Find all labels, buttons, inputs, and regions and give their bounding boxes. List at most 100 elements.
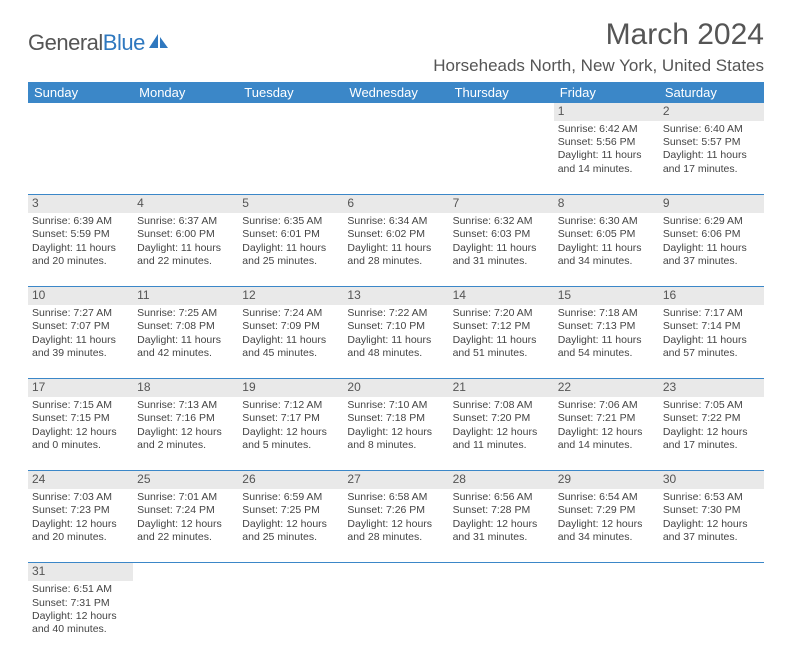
day-number: 7 (449, 195, 554, 213)
day-number: 14 (449, 287, 554, 305)
dl1-text: Daylight: 11 hours (32, 242, 129, 255)
dl1-text: Daylight: 12 hours (558, 518, 655, 531)
day-number: 30 (659, 471, 764, 489)
day-number (343, 103, 448, 121)
day-cell: Sunrise: 6:39 AMSunset: 5:59 PMDaylight:… (28, 213, 133, 287)
day-number (449, 563, 554, 581)
sunrise-text: Sunrise: 6:34 AM (347, 215, 444, 228)
day-header: Friday (554, 82, 659, 103)
day-number: 5 (238, 195, 343, 213)
day-header: Saturday (659, 82, 764, 103)
sunrise-text: Sunrise: 6:58 AM (347, 491, 444, 504)
logo-text-blue: Blue (103, 30, 145, 56)
dl2-text: and 57 minutes. (663, 347, 760, 360)
day-number: 21 (449, 379, 554, 397)
day-cell: Sunrise: 7:15 AMSunset: 7:15 PMDaylight:… (28, 397, 133, 471)
dl1-text: Daylight: 12 hours (347, 518, 444, 531)
sunset-text: Sunset: 7:08 PM (137, 320, 234, 333)
sunset-text: Sunset: 7:09 PM (242, 320, 339, 333)
sunset-text: Sunset: 7:14 PM (663, 320, 760, 333)
day-number-row: 3456789 (28, 195, 764, 213)
dl2-text: and 42 minutes. (137, 347, 234, 360)
day-cell: Sunrise: 6:34 AMSunset: 6:02 PMDaylight:… (343, 213, 448, 287)
dl1-text: Daylight: 11 hours (558, 334, 655, 347)
day-cell: Sunrise: 6:53 AMSunset: 7:30 PMDaylight:… (659, 489, 764, 563)
day-cell (238, 581, 343, 655)
sunset-text: Sunset: 7:07 PM (32, 320, 129, 333)
day-cell: Sunrise: 6:35 AMSunset: 6:01 PMDaylight:… (238, 213, 343, 287)
day-number: 24 (28, 471, 133, 489)
sunrise-text: Sunrise: 7:20 AM (453, 307, 550, 320)
dl2-text: and 39 minutes. (32, 347, 129, 360)
dl1-text: Daylight: 11 hours (242, 334, 339, 347)
sunset-text: Sunset: 7:13 PM (558, 320, 655, 333)
sunset-text: Sunset: 6:05 PM (558, 228, 655, 241)
day-number (659, 563, 764, 581)
dl2-text: and 37 minutes. (663, 255, 760, 268)
location-subtitle: Horseheads North, New York, United State… (433, 56, 764, 76)
day-cell: Sunrise: 7:12 AMSunset: 7:17 PMDaylight:… (238, 397, 343, 471)
day-number: 27 (343, 471, 448, 489)
sunset-text: Sunset: 7:21 PM (558, 412, 655, 425)
dl2-text: and 20 minutes. (32, 531, 129, 544)
dl1-text: Daylight: 11 hours (242, 242, 339, 255)
sail-icon (148, 32, 170, 55)
dl2-text: and 37 minutes. (663, 531, 760, 544)
sunrise-text: Sunrise: 7:10 AM (347, 399, 444, 412)
day-number: 4 (133, 195, 238, 213)
dl2-text: and 2 minutes. (137, 439, 234, 452)
dl1-text: Daylight: 12 hours (242, 426, 339, 439)
week-row: Sunrise: 6:42 AMSunset: 5:56 PMDaylight:… (28, 121, 764, 195)
header-row: GeneralBlue March 2024 Horseheads North,… (28, 18, 764, 76)
day-cell: Sunrise: 6:40 AMSunset: 5:57 PMDaylight:… (659, 121, 764, 195)
dl2-text: and 28 minutes. (347, 255, 444, 268)
dl2-text: and 5 minutes. (242, 439, 339, 452)
day-number: 20 (343, 379, 448, 397)
dl1-text: Daylight: 12 hours (347, 426, 444, 439)
day-number: 8 (554, 195, 659, 213)
day-cell: Sunrise: 7:13 AMSunset: 7:16 PMDaylight:… (133, 397, 238, 471)
day-cell: Sunrise: 7:18 AMSunset: 7:13 PMDaylight:… (554, 305, 659, 379)
sunrise-text: Sunrise: 6:32 AM (453, 215, 550, 228)
sunset-text: Sunset: 7:18 PM (347, 412, 444, 425)
logo-text-general: General (28, 30, 103, 56)
title-block: March 2024 Horseheads North, New York, U… (433, 18, 764, 76)
day-header: Wednesday (343, 82, 448, 103)
dl2-text: and 25 minutes. (242, 531, 339, 544)
day-cell: Sunrise: 6:58 AMSunset: 7:26 PMDaylight:… (343, 489, 448, 563)
sunrise-text: Sunrise: 7:17 AM (663, 307, 760, 320)
week-row: Sunrise: 6:39 AMSunset: 5:59 PMDaylight:… (28, 213, 764, 287)
dl1-text: Daylight: 11 hours (663, 334, 760, 347)
day-header: Sunday (28, 82, 133, 103)
week-row: Sunrise: 7:15 AMSunset: 7:15 PMDaylight:… (28, 397, 764, 471)
day-number: 1 (554, 103, 659, 121)
sunrise-text: Sunrise: 7:01 AM (137, 491, 234, 504)
sunrise-text: Sunrise: 7:18 AM (558, 307, 655, 320)
sunrise-text: Sunrise: 6:59 AM (242, 491, 339, 504)
dl1-text: Daylight: 11 hours (137, 334, 234, 347)
sunset-text: Sunset: 7:15 PM (32, 412, 129, 425)
day-cell: Sunrise: 6:30 AMSunset: 6:05 PMDaylight:… (554, 213, 659, 287)
sunrise-text: Sunrise: 7:13 AM (137, 399, 234, 412)
day-number: 3 (28, 195, 133, 213)
dl2-text: and 22 minutes. (137, 531, 234, 544)
week-row: Sunrise: 7:27 AMSunset: 7:07 PMDaylight:… (28, 305, 764, 379)
dl1-text: Daylight: 12 hours (137, 426, 234, 439)
sunrise-text: Sunrise: 7:22 AM (347, 307, 444, 320)
sunrise-text: Sunrise: 7:12 AM (242, 399, 339, 412)
day-number-row: 10111213141516 (28, 287, 764, 305)
dl2-text: and 48 minutes. (347, 347, 444, 360)
day-number: 29 (554, 471, 659, 489)
day-number (449, 103, 554, 121)
day-cell (449, 581, 554, 655)
calendar-page: GeneralBlue March 2024 Horseheads North,… (0, 0, 792, 665)
month-title: March 2024 (433, 18, 764, 52)
day-number (554, 563, 659, 581)
day-cell: Sunrise: 7:08 AMSunset: 7:20 PMDaylight:… (449, 397, 554, 471)
day-cell (343, 581, 448, 655)
day-cell: Sunrise: 6:32 AMSunset: 6:03 PMDaylight:… (449, 213, 554, 287)
day-number (238, 563, 343, 581)
dl1-text: Daylight: 11 hours (137, 242, 234, 255)
day-number: 26 (238, 471, 343, 489)
dl2-text: and 45 minutes. (242, 347, 339, 360)
